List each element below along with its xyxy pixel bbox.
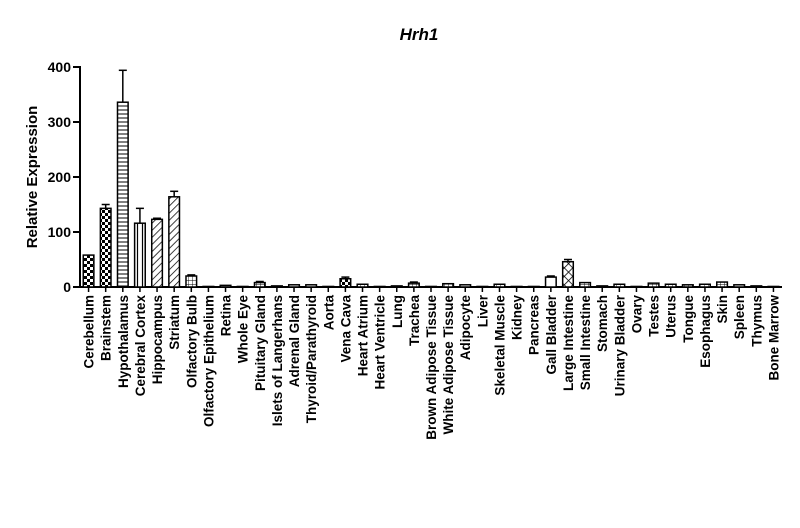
x-tick-label: Heart Ventricle (373, 295, 388, 390)
bar-white-adipose-tissue (442, 282, 455, 288)
x-tick-label: Liver (475, 294, 490, 327)
bar-brainstem (99, 207, 112, 288)
x-tick-label: Esophagus (698, 295, 713, 368)
x-tick-label: Trachea (407, 295, 422, 347)
x-tick-label: Lung (390, 295, 405, 328)
x-tick-label: Stomach (595, 295, 610, 352)
x-tick-label: Adipocyte (458, 295, 473, 361)
chart-title: Hrh1 (400, 25, 439, 44)
x-tick-label: Vena Cava (338, 295, 353, 363)
x-tick-label: Tongue (681, 295, 696, 343)
x-tick-label: Skin (715, 295, 730, 324)
x-tick-label: Whole Eye (236, 295, 251, 364)
bar-skin (716, 281, 729, 288)
x-tick-label: Pancreas (527, 295, 542, 355)
bar-uterus (664, 283, 677, 288)
x-tick-label: Gall Bladder (544, 294, 559, 374)
x-tick-label: Skeletal Muscle (492, 295, 507, 396)
bar-small-intestine (579, 281, 592, 288)
bar-olfactory-bulb (185, 275, 198, 288)
x-tick-label: Islets of Langerhans (270, 295, 285, 426)
x-tick-label: Uterus (664, 295, 679, 338)
x-tick-label: Thymus (749, 295, 764, 347)
x-tick-label: Brainstem (99, 295, 114, 361)
bar-spleen (733, 284, 746, 288)
x-tick-label: Olfactory Bulb (184, 295, 199, 388)
y-tick-label: 100 (48, 224, 72, 240)
bar-pancreas (527, 285, 540, 288)
bar-bone-marrow (767, 285, 780, 288)
x-tick-label: Brown Adipose Tissue (424, 295, 439, 440)
bar-urinary-bladder (613, 283, 626, 288)
x-tick-label: Olfactory Epithelium (201, 295, 216, 427)
x-tick-label: Hypothalamus (116, 295, 131, 388)
bar-cerebral-cortex (133, 222, 146, 288)
y-tick-label: 400 (48, 59, 72, 75)
y-tick-label: 300 (48, 114, 72, 130)
bar-lung (390, 285, 403, 288)
x-tick-label: Aorta (321, 295, 336, 331)
bar-skeletal-muscle (493, 283, 506, 288)
bar-adrenal-gland (287, 284, 301, 288)
x-tick-label: Adrenal Gland (287, 295, 302, 387)
x-tick-label: Kidney (510, 295, 525, 341)
bar-esophagus (698, 283, 712, 288)
bar-brown-adipose-tissue (424, 285, 438, 288)
x-tick-label: Small Intestine (578, 295, 593, 391)
x-tick-label: Ovary (629, 295, 644, 334)
bar-cerebellum (82, 254, 95, 288)
bar-vena-cava (339, 278, 352, 288)
bar-gall-bladder (544, 276, 557, 288)
bar-thymus (750, 285, 763, 288)
bar-testes (647, 282, 660, 288)
bar-retina (219, 284, 232, 288)
bar-large-intestine (561, 260, 575, 288)
x-tick-label: Thyroid/Parathyroid (304, 295, 319, 423)
bar-stomach (596, 285, 609, 288)
bar-hypothalamus (116, 101, 129, 288)
x-tick-label: Retina (219, 295, 234, 337)
bar-kidney (510, 285, 523, 288)
bar-adipocyte (459, 284, 472, 288)
x-tick-label: Bone Marrow (766, 295, 781, 381)
x-tick-label: Pituitary Gland (253, 295, 268, 391)
x-tick-label: Testes (647, 295, 662, 337)
bar-heart-ventricle (373, 285, 386, 288)
bar-olfactory-epithelium (202, 285, 215, 288)
x-tick-label: Large Intestine (561, 295, 576, 392)
y-axis-label: Relative Expression (24, 106, 41, 249)
bar-tongue (681, 284, 694, 288)
y-tick-label: 200 (48, 169, 72, 185)
x-tick-label: Striatum (167, 295, 182, 350)
x-tick-label: Hippocampus (150, 295, 165, 384)
bar-hippocampus (150, 218, 164, 288)
x-tick-label: Cerebellum (82, 295, 97, 369)
bar-liver (476, 285, 489, 288)
bar-aorta (322, 285, 335, 288)
bar-pituitary-gland (253, 281, 266, 288)
bar-heart-atrium (356, 283, 369, 288)
x-tick-label: Spleen (732, 295, 747, 339)
y-tick-label: 0 (63, 279, 71, 295)
x-tick-label: Heart Atrium (356, 295, 371, 376)
x-tick-label: Urinary Bladder (612, 294, 627, 396)
x-tick-label: White Adipose Tissue (441, 295, 456, 435)
bar-ovary (630, 285, 643, 288)
bar-islets-of-langerhans (270, 285, 283, 288)
bar-trachea (407, 282, 420, 288)
bar-striatum (168, 196, 181, 288)
x-tick-label: Cerebral Cortex (133, 295, 148, 397)
bar-thyroid-parathyroid (305, 284, 318, 288)
bar-whole-eye (236, 285, 249, 288)
